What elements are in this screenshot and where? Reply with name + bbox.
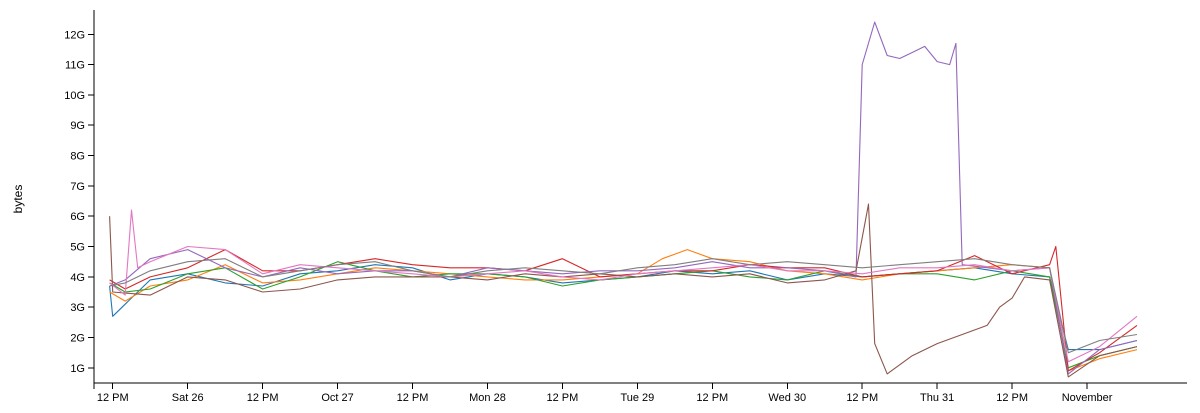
series-line-8 <box>109 258 1138 354</box>
x-tick-label: Oct 27 <box>321 392 353 404</box>
y-axis-title: bytes <box>11 185 25 214</box>
series-line-2 <box>109 249 1138 372</box>
series-line-7 <box>109 209 1138 363</box>
x-tick-label: 12 PM <box>247 392 279 404</box>
x-tick-label: Tue 29 <box>620 392 654 404</box>
y-tick-label: 5G <box>70 242 85 254</box>
x-tick-label: Mon 28 <box>469 392 506 404</box>
y-tick-label: 9G <box>70 120 85 132</box>
x-tick-label: 12 PM <box>547 392 579 404</box>
x-tick-label: 12 PM <box>846 392 878 404</box>
y-axis: 1G 2G 3G 4G 5G 6G 7G 8G 9G 10G 11G 12G <box>64 10 95 389</box>
x-tick-label: Sat 26 <box>172 392 204 404</box>
y-tick-label: 2G <box>70 333 85 345</box>
x-tick-label: 12 PM <box>996 392 1028 404</box>
series-line-5 <box>109 21 1138 375</box>
y-tick-label: 3G <box>70 302 85 314</box>
x-tick-label: 12 PM <box>97 392 129 404</box>
y-tick-label: 4G <box>70 272 85 284</box>
y-tick-label: 7G <box>70 181 85 193</box>
y-tick-label: 11G <box>65 60 85 72</box>
x-tick-label: 12 PM <box>696 392 728 404</box>
x-axis: 12 PM Sat 26 12 PM Oct 27 12 PM Mon 28 12 PM Tu… <box>94 382 1187 404</box>
x-tick-label: Wed 30 <box>768 392 806 404</box>
y-tick-label: 10G <box>64 90 85 102</box>
series-line-6 <box>109 203 1138 378</box>
x-tick-label: November <box>1062 392 1113 404</box>
y-tick-label: 1G <box>70 363 85 375</box>
y-tick-label: 6G <box>70 211 85 223</box>
y-tick-label: 12G <box>64 29 85 41</box>
y-tick-label: 8G <box>70 151 85 163</box>
series-line-3 <box>109 261 1138 369</box>
series-line-4 <box>109 245 1138 372</box>
x-tick-label: Thu 31 <box>920 392 954 404</box>
x-tick-label: 12 PM <box>397 392 429 404</box>
series-lines <box>109 21 1138 378</box>
